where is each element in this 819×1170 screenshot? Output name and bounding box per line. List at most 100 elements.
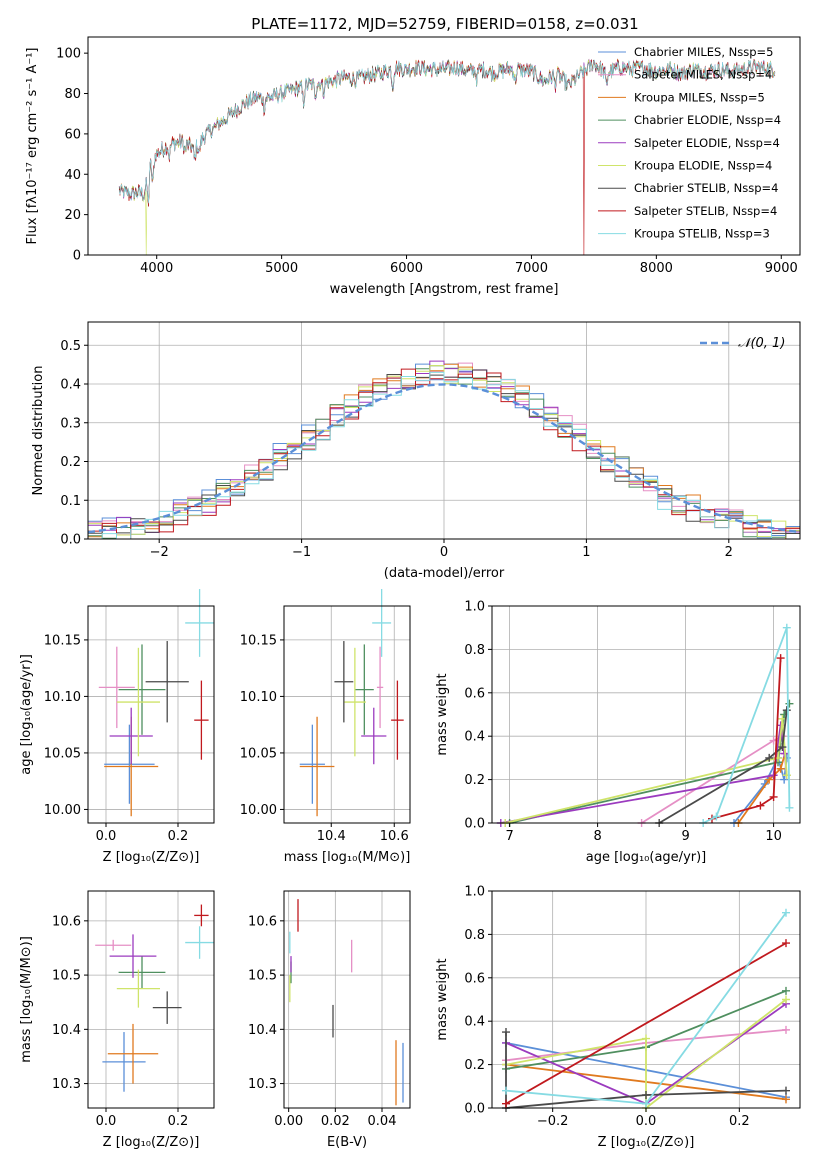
x-tick-label: 0.0 [96, 829, 117, 844]
x-tick-label: 0.00 [274, 1114, 303, 1129]
x-tick-label: 0.2 [168, 1114, 189, 1129]
legend-label: Salpeter MILES, Nssp=4 [634, 68, 772, 82]
histogram-series [88, 371, 800, 539]
weight-series-line [702, 627, 791, 824]
legend-label: Chabrier STELIB, Nssp=4 [634, 181, 778, 195]
weight-series-line [505, 1032, 787, 1109]
gaussian-curve [87, 383, 801, 534]
x-tick-label: 0.2 [729, 1114, 750, 1129]
residuals-axes: −2 −1 0 1 2 0.0 0.1 0.2 0.3 0.4 0.5 (data-model)/er… [31, 321, 801, 581]
legend-label: Salpeter ELODIE, Nssp=4 [634, 136, 780, 150]
weight-point-marker [778, 743, 787, 752]
y-tick-label: 0.6 [464, 686, 485, 701]
spectrum-xlabel: wavelength [Angstrom, rest frame] [330, 282, 559, 297]
weight-series-line [505, 942, 787, 1105]
x-tick-label: 10.4 [317, 829, 346, 844]
y-tick-label: 40 [64, 168, 81, 183]
weight_vs_age-xlabel: age [log₁₀(age/yr)] [586, 850, 707, 865]
y-tick-label: 10.05 [240, 746, 277, 761]
y-tick-label: 10.3 [248, 1077, 277, 1092]
spectrum-frame [87, 36, 801, 256]
x-tick-label: 0 [440, 545, 448, 560]
x-tick-label: 8 [593, 829, 601, 844]
x-tick-label: 0.0 [96, 1114, 117, 1129]
y-tick-label: 0.6 [464, 971, 485, 986]
y-tick-label: 0.8 [464, 928, 485, 943]
weight_vs_Z-xlabel: Z [log₁₀(Z/Z⊙)] [598, 1135, 695, 1150]
y-tick-label: 10.4 [52, 1023, 81, 1038]
panels: 4000 5000 6000 7000 8000 9000020406080100wave… [19, 36, 801, 1150]
y-tick-label: 0.0 [60, 533, 81, 548]
legend-label: Salpeter STELIB, Nssp=4 [634, 204, 777, 218]
mass_vs_Z-frame [87, 890, 215, 1109]
y-tick-label: 0 [73, 249, 81, 264]
age_vs_Z-ylabel: age [log₁₀(age/yr)] [19, 654, 34, 775]
x-tick-label: 8000 [640, 261, 673, 276]
weight-point-marker [642, 1090, 650, 1099]
legend-label: Kroupa STELIB, Nssp=3 [634, 227, 770, 241]
x-tick-label: 1 [582, 545, 590, 560]
age_vs_mass-axes: 10.4 10.6 10.00 10.05 10.10 10.15 mass [log₁₀(… [240, 589, 411, 865]
y-tick-label: 10.10 [44, 690, 81, 705]
y-tick-label: 0.5 [60, 339, 81, 354]
weight-point-marker [782, 706, 791, 715]
weight-point-marker [782, 1025, 790, 1034]
age_vs_Z-frame [87, 605, 215, 824]
legend-label: Kroupa ELODIE, Nssp=4 [634, 159, 772, 173]
y-tick-label: 0.3 [60, 416, 81, 431]
y-tick-label: 0.4 [464, 1015, 485, 1030]
y-tick-label: 10.15 [44, 633, 81, 648]
weight-point-marker [782, 939, 790, 948]
x-tick-label: 10 [765, 829, 782, 844]
x-tick-label: 6000 [390, 261, 423, 276]
y-tick-label: 10.00 [44, 803, 81, 818]
spectrum-axes: 4000 5000 6000 7000 8000 9000 0 20 40 60 80 100 wave… [25, 36, 801, 297]
weight-point-marker [782, 995, 790, 1004]
weight-point-marker [782, 1086, 790, 1095]
weight-point-marker [502, 1086, 510, 1095]
weight-point-marker [780, 775, 789, 784]
x-tick-label: 0.04 [368, 1114, 397, 1129]
weight-series-line [505, 998, 787, 1110]
y-tick-label: 0.1 [60, 494, 81, 509]
x-tick-label: 2 [725, 545, 733, 560]
x-tick-label: −1 [292, 545, 311, 560]
x-tick-label: 9000 [765, 261, 798, 276]
figure-title: PLATE=1172, MJD=52759, FIBERID=0158, z=0… [251, 15, 638, 33]
weight-point-marker [642, 1099, 650, 1108]
weight-point-marker [782, 908, 790, 917]
weight-point-marker [776, 764, 785, 773]
y-tick-label: 1.0 [464, 885, 485, 900]
y-tick-label: 0.8 [464, 643, 485, 658]
legend-label: Chabrier ELODIE, Nssp=4 [634, 113, 781, 127]
age_vs_Z-xlabel: Z [log₁₀(Z/Z⊙)] [103, 850, 200, 865]
x-tick-label: 0.0 [636, 1114, 657, 1129]
y-tick-label: 0.4 [60, 378, 81, 393]
legend-label: Kroupa MILES, Nssp=5 [634, 90, 765, 104]
age_vs_Z-axes: 0.0 0.2 10.00 10.05 10.10 10.15 Z [log₁₀(Z/Z⊙)… [19, 589, 215, 865]
y-tick-label: 0.0 [464, 817, 485, 832]
weight-point-marker [785, 699, 794, 708]
x-tick-label: 10.6 [380, 829, 409, 844]
y-tick-label: 10.6 [52, 914, 81, 929]
weight-point-marker [769, 792, 778, 801]
mass_vs_Z-ylabel: mass [log₁₀(M/M⊙)] [19, 936, 34, 1063]
x-tick-label: −0.2 [537, 1114, 569, 1129]
weight_vs_age-axes: 7 8 9 10 0.0 0.2 0.4 0.6 0.8 1.0 age [log₁₀(age/yr… [435, 600, 801, 865]
y-tick-label: 10.15 [240, 633, 277, 648]
legend-label: Chabrier MILES, Nssp=5 [634, 45, 773, 59]
weight-point-marker [782, 986, 790, 995]
x-tick-label: 5000 [265, 261, 298, 276]
y-tick-label: 10.5 [248, 969, 277, 984]
weight-point-marker [782, 623, 791, 632]
weight-point-marker [502, 1028, 510, 1037]
weight-point-marker [712, 812, 721, 821]
mass_vs_Z-xlabel: Z [log₁₀(Z/Z⊙)] [103, 1135, 200, 1150]
mass_vs_ebv-frame [283, 890, 411, 1109]
y-tick-label: 60 [64, 127, 81, 142]
x-tick-label: 7000 [515, 261, 548, 276]
y-tick-label: 100 [56, 47, 81, 62]
age_vs_mass-frame [283, 605, 411, 824]
y-tick-label: 10.4 [248, 1023, 277, 1038]
